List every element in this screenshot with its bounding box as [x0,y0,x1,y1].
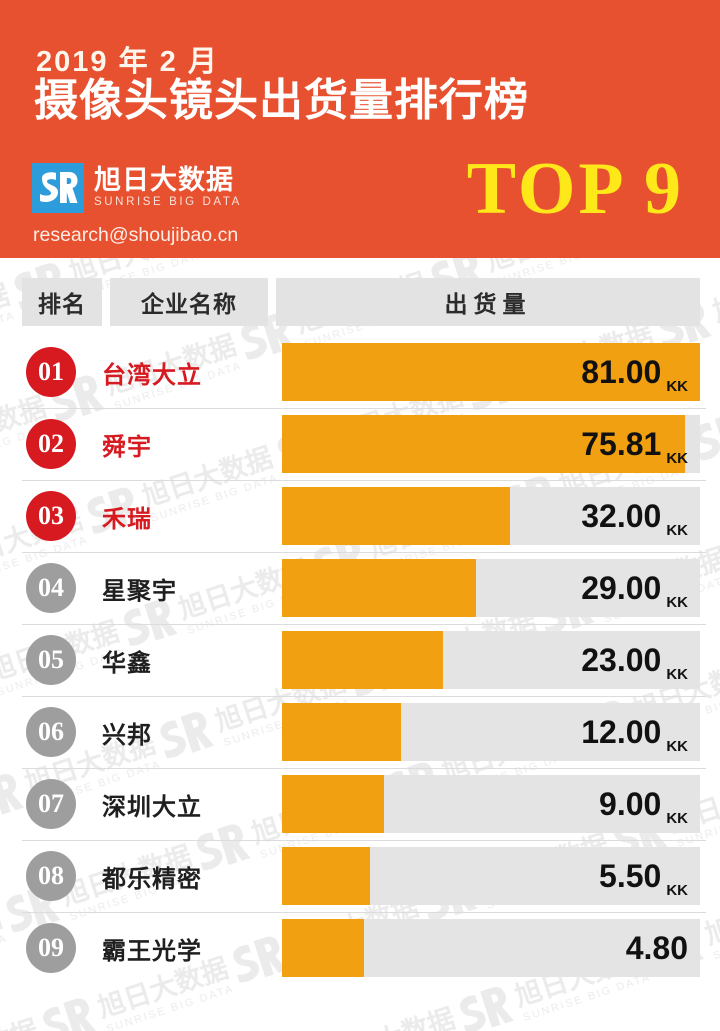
table-row: 06 兴邦 12.00 KK [0,696,720,768]
company-name: 兴邦 [102,721,152,749]
shipment-value: 32.00 KK [581,487,688,545]
table-body: 01 台湾大立 81.00 KK 02 舜宇 75.81 KK 03 禾瑞 32.00 KK 04 星聚宇… [0,336,720,984]
shipment-value: 81.00 KK [581,343,688,401]
shipment-bar-cell: 4.80 [282,919,700,977]
company-name: 禾瑞 [102,505,152,533]
shipment-value: 75.81 KK [581,415,688,473]
rank-cell: 06 [0,707,102,757]
rank-cell: 04 [0,563,102,613]
bar-fill [282,847,370,905]
table-row: 07 深圳大立 9.00 KK [0,768,720,840]
table-header-row: 排名 企业名称 出货量 [0,278,720,326]
header-banner: 2019 年 2 月 摄像头镜头出货量排行榜 旭日大数据 SUNRISE BIG… [0,0,720,258]
table-row: 08 都乐精密 5.50 KK [0,840,720,912]
rank-cell: 07 [0,779,102,829]
shipment-number: 23.00 [581,641,662,678]
company-name: 华鑫 [102,649,152,677]
shipment-bar-cell: 5.50 KK [282,847,700,905]
contact-email: research@shoujibao.cn [33,224,239,246]
table-row: 05 华鑫 23.00 KK [0,624,720,696]
table-row: 02 舜宇 75.81 KK [0,408,720,480]
shipment-bar-cell: 29.00 KK [282,559,700,617]
rank-badge: 06 [26,707,76,757]
rank-badge: 09 [26,923,76,973]
shipment-value: 9.00 KK [599,775,688,833]
shipment-bar-cell: 12.00 KK [282,703,700,761]
bar-fill [282,487,510,545]
shipment-unit: KK [666,450,688,467]
rank-cell: 02 [0,419,102,469]
rank-cell: 01 [0,347,102,397]
shipment-number: 12.00 [581,713,662,750]
top-badge-label: TOP 9 [466,148,684,230]
brand-lockup: 旭日大数据 SUNRISE BIG DATA [32,163,242,213]
bar-fill [282,775,385,833]
page-title: 摄像头镜头出货量排行榜 [34,76,529,125]
shipment-bar-cell: 23.00 KK [282,631,700,689]
shipment-number: 4.80 [625,929,688,966]
bar-fill [282,919,364,977]
rank-badge: 02 [26,419,76,469]
shipment-unit: KK [666,666,688,683]
company-name: 深圳大立 [102,793,202,821]
rank-cell: 05 [0,635,102,685]
shipment-number: 32.00 [581,497,662,534]
column-header-rank: 排名 [22,278,102,326]
bar-fill [282,703,402,761]
table-row: 09 霸王光学 4.80 [0,912,720,984]
shipment-unit: KK [666,810,688,827]
rank-badge: 03 [26,491,76,541]
shipment-unit: KK [666,882,688,899]
rank-cell: 03 [0,491,102,541]
rank-badge: 07 [26,779,76,829]
shipment-unit: KK [666,594,688,611]
shipment-bar-cell: 9.00 KK [282,775,700,833]
rank-badge: 08 [26,851,76,901]
rank-cell: 08 [0,851,102,901]
shipment-unit: KK [666,738,688,755]
shipment-unit: KK [666,522,688,539]
shipment-number: 5.50 [599,857,662,894]
table-row: 04 星聚宇 29.00 KK [0,552,720,624]
shipment-value: 23.00 KK [581,631,688,689]
bar-fill [282,631,443,689]
company-name: 台湾大立 [102,361,202,389]
header-date: 2019 年 2 月 [36,46,219,78]
rank-cell: 09 [0,923,102,973]
company-name: 都乐精密 [102,865,202,893]
brand-name-cn: 旭日大数据 [94,165,234,196]
shipment-bar-cell: 75.81 KK [282,415,700,473]
ranking-table: 旭日大数据 SUNRISE BIG DATA 排名 企业名称 出货量 01台湾大… [0,258,720,1031]
shipment-bar-cell: 81.00 KK [282,343,700,401]
shipment-number: 29.00 [581,569,662,606]
shipment-value: 5.50 KK [599,847,688,905]
company-name: 舜宇 [102,433,152,461]
column-header-company: 企业名称 [110,278,268,326]
sr-logo-icon [32,163,84,213]
shipment-value: 12.00 KK [581,703,688,761]
bar-fill [282,559,477,617]
company-name: 星聚宇 [102,577,177,605]
rank-badge: 04 [26,563,76,613]
brand-name-en: SUNRISE BIG DATA [94,195,242,208]
rank-badge: 01 [26,347,76,397]
shipment-bar-cell: 32.00 KK [282,487,700,545]
shipment-number: 75.81 [581,425,662,462]
rank-badge: 05 [26,635,76,685]
shipment-value: 4.80 [626,919,688,977]
brand-text: 旭日大数据 SUNRISE BIG DATA [94,166,242,209]
company-name: 霸王光学 [102,937,202,965]
shipment-unit: KK [666,378,688,395]
shipment-number: 9.00 [599,785,662,822]
shipment-number: 81.00 [581,353,662,390]
table-row: 03 禾瑞 32.00 KK [0,480,720,552]
table-row: 01 台湾大立 81.00 KK [0,336,720,408]
shipment-value: 29.00 KK [581,559,688,617]
column-header-shipment: 出货量 [276,278,700,326]
